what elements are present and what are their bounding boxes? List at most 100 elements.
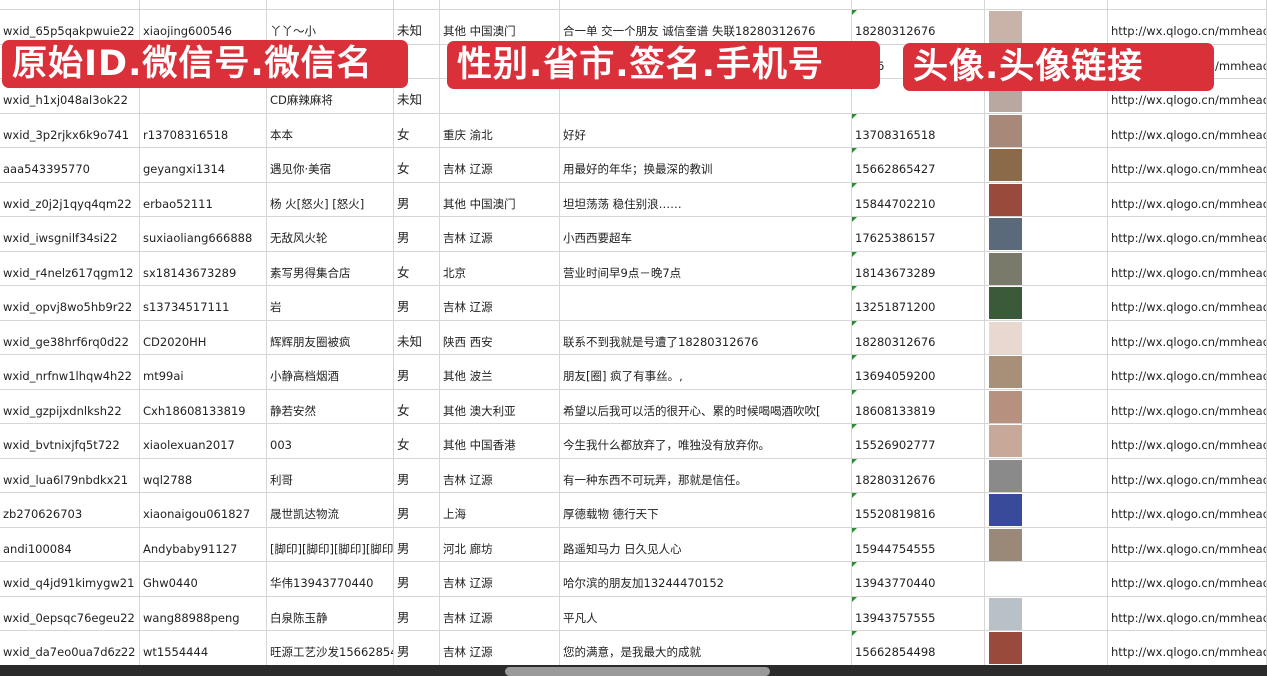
region-cell[interactable]: 陕西 西安 bbox=[440, 320, 560, 354]
avatar-link-cell[interactable]: http://wx.qlogo.cn/mmhead bbox=[1108, 182, 1267, 216]
empty-cell[interactable] bbox=[985, 0, 1108, 9]
avatar-link-cell[interactable]: http://wx.qlogo.cn/mmhead bbox=[1108, 113, 1267, 147]
avatar-cell[interactable] bbox=[985, 596, 1108, 630]
phone-cell[interactable]: 15526902777 bbox=[852, 424, 985, 458]
signature-cell[interactable]: 小西西要超车 bbox=[560, 217, 852, 251]
wechat-name-cell[interactable]: [脚印][脚印][脚印][脚印] bbox=[267, 527, 394, 561]
phone-cell[interactable]: 13943770440 bbox=[852, 562, 985, 596]
gender-cell[interactable]: 男 bbox=[394, 182, 440, 216]
original-id-cell[interactable]: wxid_0epsqc76egeu22 bbox=[0, 596, 140, 630]
gender-cell[interactable]: 女 bbox=[394, 389, 440, 423]
wechat-id-cell[interactable]: xiaojing600546 bbox=[140, 10, 267, 44]
wechat-name-cell[interactable]: CD麻辣麻将 bbox=[267, 79, 394, 113]
signature-cell[interactable]: 营业时间早9点－晚7点 bbox=[560, 251, 852, 285]
phone-cell[interactable]: 13943757555 bbox=[852, 596, 985, 630]
signature-cell[interactable]: 路遥知马力 日久见人心 bbox=[560, 527, 852, 561]
avatar-cell[interactable] bbox=[985, 631, 1108, 665]
original-id-cell[interactable]: wxid_bvtnixjfq5t722 bbox=[0, 424, 140, 458]
gender-cell[interactable]: 男 bbox=[394, 355, 440, 389]
gender-cell[interactable] bbox=[394, 44, 440, 78]
avatar-cell[interactable] bbox=[985, 493, 1108, 527]
wechat-name-cell[interactable]: 晟世凯达物流 bbox=[267, 493, 394, 527]
empty-cell[interactable] bbox=[1108, 0, 1267, 9]
wechat-id-cell[interactable]: geyangxi1314 bbox=[140, 148, 267, 182]
wechat-id-cell[interactable]: suxiaoliang666888 bbox=[140, 217, 267, 251]
avatar-cell[interactable] bbox=[985, 113, 1108, 147]
empty-cell[interactable] bbox=[394, 0, 440, 9]
avatar-link-cell[interactable]: http://wx.qlogo.cn/mmhead bbox=[1108, 320, 1267, 354]
gender-cell[interactable]: 男 bbox=[394, 458, 440, 492]
avatar-cell[interactable] bbox=[985, 182, 1108, 216]
signature-cell[interactable]: 朋友[圈] 疯了有事丝。, bbox=[560, 355, 852, 389]
phone-cell[interactable]: 15662854498 bbox=[852, 631, 985, 665]
wechat-id-cell[interactable]: Cxh18608133819 bbox=[140, 389, 267, 423]
signature-cell[interactable]: 好好 bbox=[560, 113, 852, 147]
empty-cell[interactable] bbox=[140, 0, 267, 9]
gender-cell[interactable]: 女 bbox=[394, 251, 440, 285]
phone-cell[interactable]: 18280312676 bbox=[852, 458, 985, 492]
wechat-id-cell[interactable]: wang88988peng bbox=[140, 596, 267, 630]
region-cell[interactable]: 其他 中国香港 bbox=[440, 424, 560, 458]
horizontal-scrollbar[interactable] bbox=[505, 667, 770, 676]
signature-cell[interactable]: 您的满意，是我最大的成就 bbox=[560, 631, 852, 665]
signature-cell[interactable] bbox=[560, 79, 852, 113]
empty-cell[interactable] bbox=[560, 0, 852, 9]
wechat-name-cell[interactable]: 白泉陈玉静 bbox=[267, 596, 394, 630]
signature-cell[interactable]: 希望以后我可以活的很开心、累的时候喝喝酒吹吹[ bbox=[560, 389, 852, 423]
wechat-name-cell[interactable]: 辉辉朋友圈被疯 bbox=[267, 320, 394, 354]
avatar-link-cell[interactable]: http://wx.qlogo.cn/mmhead bbox=[1108, 389, 1267, 423]
avatar-cell[interactable] bbox=[985, 251, 1108, 285]
avatar-link-cell[interactable]: http://wx.qlogo.cn/mmhead bbox=[1108, 527, 1267, 561]
original-id-cell[interactable]: wxid_z0j2j1qyq4qm22 bbox=[0, 182, 140, 216]
region-cell[interactable]: 吉林 辽源 bbox=[440, 631, 560, 665]
signature-cell[interactable]: 联系不到我就是号遭了18280312676 bbox=[560, 320, 852, 354]
wechat-id-cell[interactable]: mt99ai bbox=[140, 355, 267, 389]
wechat-id-cell[interactable]: Andybaby91127 bbox=[140, 527, 267, 561]
avatar-link-cell[interactable]: http://wx.qlogo.cn/mmhead bbox=[1108, 10, 1267, 44]
wechat-id-cell[interactable]: xiaonaigou061827 bbox=[140, 493, 267, 527]
signature-cell[interactable]: 有一种东西不可玩弄，那就是信任。 bbox=[560, 458, 852, 492]
avatar-cell[interactable] bbox=[985, 527, 1108, 561]
phone-cell[interactable]: 17625386157 bbox=[852, 217, 985, 251]
wechat-name-cell[interactable]: 华伟13943770440 bbox=[267, 562, 394, 596]
wechat-id-cell[interactable]: r13708316518 bbox=[140, 113, 267, 147]
avatar-cell[interactable] bbox=[985, 10, 1108, 44]
wechat-name-cell[interactable]: 本本 bbox=[267, 113, 394, 147]
wechat-name-cell[interactable]: 旺源工艺沙发15662854 bbox=[267, 631, 394, 665]
wechat-id-cell[interactable] bbox=[140, 79, 267, 113]
wechat-name-cell[interactable]: 丫丫～小 bbox=[267, 10, 394, 44]
gender-cell[interactable]: 男 bbox=[394, 631, 440, 665]
signature-cell[interactable]: 坦坦荡荡 稳住别浪…… bbox=[560, 182, 852, 216]
phone-cell[interactable]: 18280312676 bbox=[852, 320, 985, 354]
wechat-name-cell[interactable]: 003 bbox=[267, 424, 394, 458]
avatar-link-cell[interactable]: http://wx.qlogo.cn/mmhead bbox=[1108, 596, 1267, 630]
phone-cell[interactable]: 18608133819 bbox=[852, 389, 985, 423]
signature-cell[interactable]: 合一单 交一个朋友 诚信奎谱 失联18280312676 bbox=[560, 10, 852, 44]
avatar-link-cell[interactable]: http://wx.qlogo.cn/mmhead bbox=[1108, 493, 1267, 527]
wechat-id-cell[interactable]: xiaolexuan2017 bbox=[140, 424, 267, 458]
original-id-cell[interactable]: wxid_q4jd91kimygw21 bbox=[0, 562, 140, 596]
phone-cell[interactable]: 15520819816 bbox=[852, 493, 985, 527]
gender-cell[interactable]: 未知 bbox=[394, 320, 440, 354]
signature-cell[interactable] bbox=[560, 286, 852, 320]
region-cell[interactable]: 其他 波兰 bbox=[440, 355, 560, 389]
original-id-cell[interactable]: wxid_h1xj048al3ok22 bbox=[0, 79, 140, 113]
avatar-link-cell[interactable]: http://wx.qlogo.cn/mmhead bbox=[1108, 148, 1267, 182]
gender-cell[interactable]: 女 bbox=[394, 113, 440, 147]
region-cell[interactable]: 吉林 辽源 bbox=[440, 148, 560, 182]
original-id-cell[interactable]: wxid_ge38hrf6rq0d22 bbox=[0, 320, 140, 354]
wechat-id-cell[interactable]: s13734517111 bbox=[140, 286, 267, 320]
original-id-cell[interactable]: wxid_nrfnw1lhqw4h22 bbox=[0, 355, 140, 389]
original-id-cell[interactable]: wxid_iwsgnilf34si22 bbox=[0, 217, 140, 251]
phone-cell[interactable]: 13251871200 bbox=[852, 286, 985, 320]
phone-cell[interactable]: 18280312676 bbox=[852, 10, 985, 44]
avatar-link-cell[interactable]: http://wx.qlogo.cn/mmhead bbox=[1108, 286, 1267, 320]
original-id-cell[interactable]: wxid_opvj8wo5hb9r22 bbox=[0, 286, 140, 320]
signature-cell[interactable]: 今生我什么都放弃了，唯独没有放弃你。 bbox=[560, 424, 852, 458]
phone-cell[interactable]: 15844702210 bbox=[852, 182, 985, 216]
avatar-cell[interactable] bbox=[985, 148, 1108, 182]
gender-cell[interactable]: 男 bbox=[394, 527, 440, 561]
wechat-name-cell[interactable]: 素写男得集合店 bbox=[267, 251, 394, 285]
signature-cell[interactable]: 哈尔滨的朋友加13244470152 bbox=[560, 562, 852, 596]
avatar-link-cell[interactable]: http://wx.qlogo.cn/mmhead bbox=[1108, 631, 1267, 665]
